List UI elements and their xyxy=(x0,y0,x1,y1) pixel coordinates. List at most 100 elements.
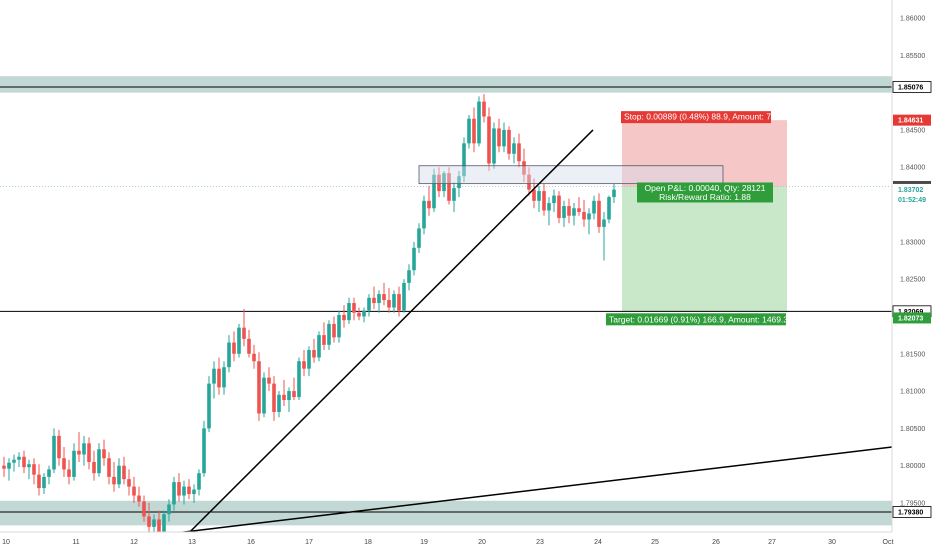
price-tag-label: 1.84631 xyxy=(898,118,923,125)
candle-body xyxy=(392,294,396,308)
open-pnl-label: Open P&L: 0.00040, Qty: 28121 xyxy=(645,183,766,193)
risk-reward-label: Risk/Reward Ratio: 1.88 xyxy=(659,192,751,202)
candle-body xyxy=(397,294,401,311)
candle-body xyxy=(297,361,301,398)
candle-body xyxy=(312,350,316,358)
candle-body xyxy=(532,189,536,201)
position-labels: Stop: 0.00889 (0.48%) 88.9, Amount: 750 … xyxy=(606,111,793,326)
price-tag-label: 01:52:49 xyxy=(898,197,926,204)
x-tick-label: Oct xyxy=(883,539,894,546)
candle-body xyxy=(597,200,601,227)
candle-body xyxy=(607,197,611,220)
candle-body xyxy=(92,461,96,474)
price-axis[interactable]: 1.86000 1.85500 1.84500 1.84000 1.83000 1.825… xyxy=(891,0,932,532)
candle-body xyxy=(107,458,111,477)
candle-body xyxy=(292,391,296,398)
candle-body xyxy=(202,428,206,474)
take-profit-box xyxy=(622,186,787,312)
candle-body xyxy=(207,383,211,429)
consolidation-rectangle[interactable] xyxy=(418,165,724,185)
candle-body xyxy=(122,465,126,480)
candle-body xyxy=(262,377,266,414)
candle-body xyxy=(352,303,356,313)
candle-body xyxy=(592,200,596,214)
candle-body xyxy=(157,519,161,533)
x-tick-label: 25 xyxy=(651,539,659,546)
candle-body xyxy=(252,353,256,362)
price-tag-label: 1.85076 xyxy=(898,84,923,91)
candle-body xyxy=(12,459,16,463)
candle-body xyxy=(437,174,441,192)
candle-body xyxy=(547,203,551,211)
candle-body xyxy=(412,247,416,271)
price-tag-box xyxy=(893,183,931,195)
candle-body xyxy=(427,200,431,209)
x-tick-label: 12 xyxy=(130,539,138,546)
candle-body xyxy=(402,282,406,311)
candle-body xyxy=(57,435,61,459)
position-tool-boxes xyxy=(622,120,787,312)
price-tag-label: 1.82069 xyxy=(898,309,923,316)
y-tick-label: 1.86000 xyxy=(900,16,925,23)
candle-body xyxy=(432,174,436,209)
candle-body xyxy=(102,449,106,459)
candles xyxy=(2,94,616,541)
candle-body xyxy=(177,482,181,496)
time-axis[interactable]: 10 11 12 13 16 17 18 19 20 23 24 25 26 27 30 Oct xyxy=(0,531,932,550)
candle-body xyxy=(247,338,251,354)
candle-body xyxy=(502,129,506,147)
candle-body xyxy=(387,300,391,308)
target-label: Target: 0.01669 (0.91%) 166.9, Amount: 1… xyxy=(609,314,793,324)
y-tick-label: 1.82500 xyxy=(900,277,925,284)
candle-body xyxy=(557,195,561,218)
candle-body xyxy=(127,479,131,487)
candle-body xyxy=(87,443,91,462)
candle-body xyxy=(377,294,381,304)
candle-body xyxy=(582,212,586,220)
candle-body xyxy=(537,191,541,201)
candle-body xyxy=(212,368,216,384)
candle-body xyxy=(222,367,226,388)
candle-body xyxy=(147,516,151,527)
candle-body xyxy=(442,173,446,192)
candle-body xyxy=(457,176,461,189)
price-tag-label: 1.79380 xyxy=(898,509,923,516)
candle-body xyxy=(572,208,576,216)
y-tick-label: 1.81500 xyxy=(900,351,925,358)
candle-body xyxy=(172,482,176,505)
candle-body xyxy=(77,450,81,455)
candle-body xyxy=(232,342,236,354)
sr-zone xyxy=(0,76,892,93)
trendlines[interactable] xyxy=(173,129,893,549)
y-tick-label: 1.80500 xyxy=(900,426,925,433)
x-tick-label: 13 xyxy=(188,539,196,546)
candle-body xyxy=(497,128,501,147)
candle-body xyxy=(2,465,6,469)
candle-body xyxy=(362,310,366,317)
candle-body xyxy=(32,464,36,475)
candle-body xyxy=(17,456,21,460)
candle-body xyxy=(317,335,321,358)
candle-body xyxy=(112,476,116,485)
candle-body xyxy=(52,435,56,470)
price-tag-label: 1.83702 xyxy=(898,187,923,194)
x-tick-label: 26 xyxy=(712,539,720,546)
candle-body xyxy=(577,208,581,212)
candle-body xyxy=(22,456,26,468)
candle-body xyxy=(37,474,41,489)
candle-body xyxy=(562,206,566,218)
candle-body xyxy=(492,128,496,164)
trendline xyxy=(173,129,594,549)
y-tick-label: 1.79500 xyxy=(900,501,925,508)
candle-body xyxy=(272,383,276,412)
candle-body xyxy=(302,361,306,369)
candle-body xyxy=(517,143,521,162)
candle-body xyxy=(42,476,46,489)
candle-body xyxy=(507,129,511,154)
candle-body xyxy=(327,323,331,345)
y-tick-label: 1.81000 xyxy=(900,389,925,396)
candle-body xyxy=(447,173,451,201)
candle-body xyxy=(567,206,571,216)
candle-body xyxy=(322,335,326,345)
